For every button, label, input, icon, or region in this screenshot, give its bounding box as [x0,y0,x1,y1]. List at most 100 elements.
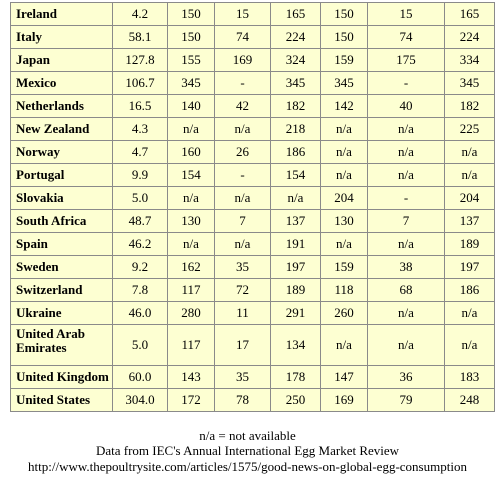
value-cell: n/a [270,186,321,210]
value-cell: n/a [320,140,368,164]
value-cell: n/a [444,163,495,187]
value-cell: 15 [367,2,445,26]
value-cell: 46.2 [112,232,168,256]
table-body: Ireland 4.2 150 15 165 150 15 165 Italy 58.1 150 74… [10,2,495,412]
value-cell: 178 [270,365,321,389]
value-cell: 7 [214,209,271,233]
table-row: Spain 46.2 n/a n/a 191 n/a n/a 189 [10,232,495,256]
country-cell: South Africa [10,209,113,233]
value-cell: n/a [320,324,368,366]
country-cell: Italy [10,25,113,49]
value-cell: 74 [367,25,445,49]
value-cell: 9.2 [112,255,168,279]
value-cell: 15 [214,2,271,26]
country-cell: Spain [10,232,113,256]
value-cell: 345 [167,71,215,95]
value-cell: 345 [320,71,368,95]
value-cell: n/a [320,117,368,141]
value-cell: 291 [270,301,321,325]
value-cell: 197 [444,255,495,279]
value-cell: 186 [444,278,495,302]
value-cell: 334 [444,48,495,72]
egg-consumption-table: Ireland 4.2 150 15 165 150 15 165 Italy 58.1 150 74… [10,2,495,412]
value-cell: 191 [270,232,321,256]
value-cell: - [367,186,445,210]
table-row: Netherlands 16.5 140 42 182 142 40 182 [10,94,495,118]
value-cell: 79 [367,388,445,412]
value-cell: 17 [214,324,271,366]
country-cell: Ukraine [10,301,113,325]
value-cell: 38 [367,255,445,279]
value-cell: n/a [367,232,445,256]
value-cell: 189 [270,278,321,302]
value-cell: n/a [444,324,495,366]
country-cell: United Kingdom [10,365,113,389]
value-cell: 134 [270,324,321,366]
value-cell: 5.0 [112,324,168,366]
country-cell: Japan [10,48,113,72]
value-cell: 130 [167,209,215,233]
value-cell: n/a [367,163,445,187]
country-cell: New Zealand [10,117,113,141]
value-cell: 16.5 [112,94,168,118]
value-cell: 189 [444,232,495,256]
value-cell: 345 [270,71,321,95]
table-row: New Zealand 4.3 n/a n/a 218 n/a n/a 225 [10,117,495,141]
value-cell: 4.3 [112,117,168,141]
value-cell: 46.0 [112,301,168,325]
table-row: Japan 127.8 155 169 324 159 175 334 [10,48,495,72]
value-cell: 250 [270,388,321,412]
value-cell: n/a [444,140,495,164]
value-cell: 140 [167,94,215,118]
value-cell: 137 [444,209,495,233]
value-cell: 143 [167,365,215,389]
value-cell: n/a [320,163,368,187]
table-row: Slovakia 5.0 n/a n/a n/a 204-204 [10,186,495,210]
value-cell: 4.7 [112,140,168,164]
country-cell: Netherlands [10,94,113,118]
value-cell: 150 [320,2,368,26]
value-cell: 48.7 [112,209,168,233]
value-cell: 60.0 [112,365,168,389]
value-cell: 304.0 [112,388,168,412]
value-cell: 26 [214,140,271,164]
value-cell: 9.9 [112,163,168,187]
value-cell: 154 [270,163,321,187]
value-cell: 154 [167,163,215,187]
value-cell: 58.1 [112,25,168,49]
value-cell: n/a [320,232,368,256]
value-cell: 11 [214,301,271,325]
value-cell: 197 [270,255,321,279]
value-cell: 224 [444,25,495,49]
value-cell: 150 [320,25,368,49]
value-cell: 127.8 [112,48,168,72]
table-row: United Kingdom 60.0 143 35 178 147 36 183 [10,365,495,389]
value-cell: 40 [367,94,445,118]
country-cell: United States [10,388,113,412]
egg-table-container: Ireland 4.2 150 15 165 150 15 165 Italy 58.1 150 74… [10,2,495,412]
value-cell: 183 [444,365,495,389]
value-cell: 260 [320,301,368,325]
value-cell: n/a [167,186,215,210]
value-cell: 130 [320,209,368,233]
value-cell: 68 [367,278,445,302]
value-cell: - [214,163,271,187]
value-cell: n/a [214,232,271,256]
value-cell: 72 [214,278,271,302]
value-cell: 155 [167,48,215,72]
value-cell: 159 [320,48,368,72]
value-cell: 142 [320,94,368,118]
country-cell: Switzerland [10,278,113,302]
value-cell: - [214,71,271,95]
table-row: Mexico 106.7 345-345 345-345 [10,71,495,95]
source-note: Data from IEC's Annual International Egg… [95,443,400,458]
country-cell: Portugal [10,163,113,187]
value-cell: n/a [367,140,445,164]
value-cell: 78 [214,388,271,412]
value-cell: 147 [320,365,368,389]
country-cell: Mexico [10,71,113,95]
value-cell: 35 [214,255,271,279]
value-cell: n/a [444,301,495,325]
value-cell: n/a [367,301,445,325]
value-cell: 186 [270,140,321,164]
